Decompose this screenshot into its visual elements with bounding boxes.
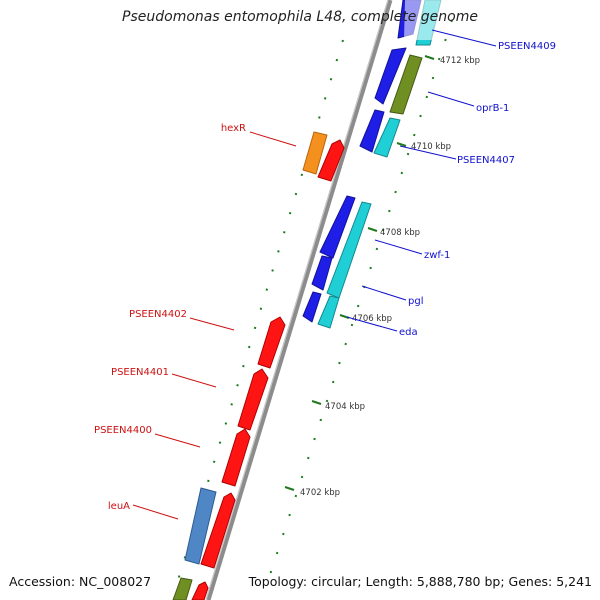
gene-arrow-forward[interactable] xyxy=(221,428,251,487)
gene-arrow-reverse[interactable] xyxy=(317,295,340,329)
gene-leader-line xyxy=(171,373,217,388)
gene-arrow-forward[interactable] xyxy=(302,131,328,175)
gene-arrow-reverse[interactable] xyxy=(373,117,401,158)
gene-label-pgl[interactable]: pgl xyxy=(408,296,423,307)
gene-arrow-forward[interactable] xyxy=(172,577,193,600)
genome-backbone-highlight xyxy=(205,0,389,600)
gene-leader-line xyxy=(154,433,201,448)
gene-arrow-forward[interactable] xyxy=(237,368,269,431)
selection-highlight xyxy=(404,0,452,40)
scale-label: 4708 kbp xyxy=(380,228,420,238)
scale-tick xyxy=(311,400,322,405)
gene-label-PSEEN4402[interactable]: PSEEN4402 xyxy=(129,309,187,320)
gene-arrow-forward[interactable] xyxy=(317,139,345,182)
genome-backbone xyxy=(205,0,393,600)
gene-leader-line xyxy=(361,285,407,301)
scale-label: 4712 kbp xyxy=(440,56,480,66)
scale-tick xyxy=(367,227,378,232)
scale-tick xyxy=(396,142,407,147)
gene-arrow-reverse[interactable] xyxy=(311,255,333,291)
genome-stats-text: Topology: circular; Length: 5,888,780 bp… xyxy=(248,574,592,589)
gene-arrow-forward[interactable] xyxy=(257,316,286,369)
scale-label: 4702 kbp xyxy=(300,488,340,498)
gene-arrow-reverse[interactable] xyxy=(359,109,385,153)
gene-leader-line xyxy=(189,317,235,331)
gene-arrow-reverse[interactable] xyxy=(374,47,407,105)
scale-tick xyxy=(284,486,295,491)
gene-leader-line xyxy=(346,316,398,332)
gene-arrow-forward[interactable] xyxy=(200,492,236,569)
gene-label-PSEEN4400[interactable]: PSEEN4400 xyxy=(94,425,152,436)
gene-arrow-reverse[interactable] xyxy=(319,195,356,259)
gene-leader-line xyxy=(399,145,457,160)
gene-label-leuA[interactable]: leuA xyxy=(108,501,130,512)
gene-arrow-reverse[interactable] xyxy=(302,291,322,323)
gene-leader-line xyxy=(431,29,497,47)
gene-label-hexR[interactable]: hexR xyxy=(221,123,246,134)
scale-tick xyxy=(424,55,435,60)
gene-leader-line xyxy=(132,504,179,520)
scale-label: 4704 kbp xyxy=(325,402,365,412)
gene-leader-line xyxy=(374,239,423,255)
gene-arrow-forward[interactable] xyxy=(191,581,209,600)
gene-leader-line xyxy=(249,131,297,147)
scale-ticks xyxy=(284,55,435,491)
gene-leader-line xyxy=(427,91,475,107)
gene-label-oprB-1[interactable]: oprB-1 xyxy=(476,103,509,114)
accession-text: Accession: NC_008027 xyxy=(9,574,152,589)
gene-arrow-forward[interactable] xyxy=(184,487,217,565)
gene-arrow-reverse[interactable] xyxy=(389,54,423,115)
gene-label-eda[interactable]: eda xyxy=(399,327,418,338)
scale-label: 4710 kbp xyxy=(411,142,451,152)
gene-label-PSEEN4401[interactable]: PSEEN4401 xyxy=(111,367,169,378)
gene-label-PSEEN4407[interactable]: PSEEN4407 xyxy=(457,155,515,166)
gene-label-PSEEN4409[interactable]: PSEEN4409 xyxy=(498,41,556,52)
scale-label: 4706 kbp xyxy=(352,314,392,324)
genome-title: Pseudomonas entomophila L48, complete ge… xyxy=(122,9,478,25)
gene-label-zwf-1[interactable]: zwf-1 xyxy=(424,250,450,261)
